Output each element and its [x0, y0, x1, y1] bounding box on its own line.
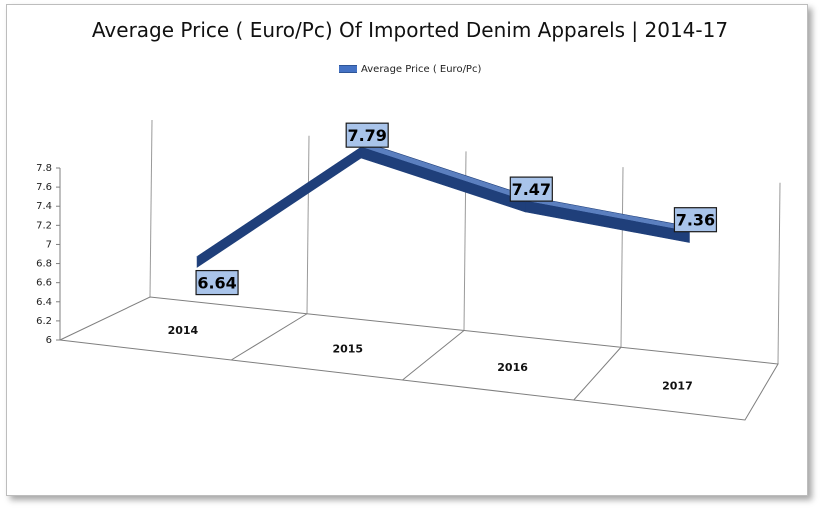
- legend-label: Average Price ( Euro/Pc): [361, 63, 482, 75]
- series-layer: [196, 142, 697, 268]
- y-tick-label: 7.2: [36, 220, 52, 231]
- data-label-box: [195, 269, 239, 296]
- y-tick-label: 6.6: [36, 278, 52, 289]
- data-label-box: [509, 176, 553, 202]
- grid-layer: 7.8 7.6 7.4 7.2 7 6.8 6.6 6.4 6.2 6: [36, 119, 781, 365]
- data-label: 7.36: [676, 211, 715, 230]
- floor-divider: [402, 330, 465, 381]
- series-ribbon-front: [196, 146, 362, 268]
- floor: [58, 296, 779, 421]
- gridline: [306, 135, 310, 314]
- data-label: 6.64: [197, 274, 236, 293]
- x-tick-label: 2015: [332, 342, 363, 355]
- legend-swatch: [339, 65, 357, 73]
- data-label: 7.79: [347, 126, 386, 145]
- floor-layer: 2014 2015 2016 2017: [58, 296, 779, 421]
- y-tick-label: 7.6: [36, 182, 52, 193]
- y-tick-label: 6.8: [36, 259, 52, 270]
- legend: Average Price ( Euro/Pc): [339, 62, 481, 76]
- gridline: [620, 167, 624, 348]
- data-label-box: [345, 122, 389, 148]
- gridline: [149, 119, 153, 298]
- y-tick-label: 7: [46, 239, 52, 250]
- data-label-box: [673, 207, 718, 233]
- x-tick-label: 2016: [497, 361, 528, 374]
- chart-frame: [6, 4, 808, 496]
- label-layer: 6.64 7.79 7.47 7.36: [195, 122, 718, 296]
- y-tick-label: 7.8: [36, 163, 52, 174]
- floor-divider: [230, 313, 308, 361]
- series-ribbon-top: [360, 142, 532, 202]
- chart-title: Average Price ( Euro/Pc) Of Imported Den…: [91, 18, 729, 42]
- gridline: [777, 182, 781, 365]
- floor-divider: [573, 346, 622, 401]
- series-ribbon-front: [360, 146, 526, 213]
- x-tick-label: 2017: [662, 380, 693, 393]
- x-tick-label: 2014: [168, 324, 199, 337]
- data-label: 7.47: [512, 180, 551, 199]
- y-tick-label: 6: [46, 335, 52, 346]
- series-ribbon-front: [525, 200, 690, 243]
- y-tick-label: 6.2: [36, 316, 52, 327]
- y-tick-label: 7.4: [36, 201, 52, 212]
- y-tick-label: 6.4: [36, 297, 52, 308]
- data-point: [196, 256, 198, 258]
